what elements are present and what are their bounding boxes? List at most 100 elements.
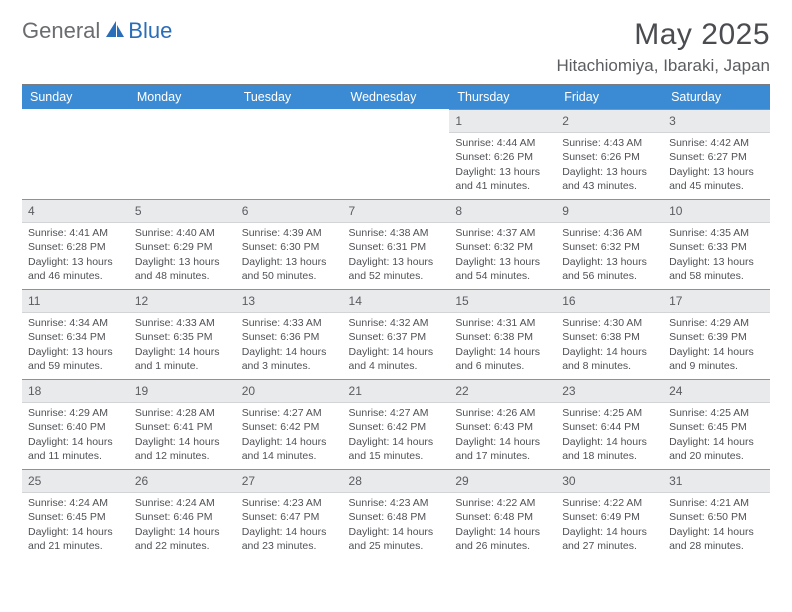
day-info-line: Sunset: 6:49 PM <box>562 510 657 524</box>
calendar-day-cell <box>343 109 450 199</box>
day-info-line: Sunrise: 4:33 AM <box>135 316 230 330</box>
day-info-line: and 41 minutes. <box>455 179 550 193</box>
day-info-line: Sunrise: 4:41 AM <box>28 226 123 240</box>
calendar-day-cell: 29Sunrise: 4:22 AMSunset: 6:48 PMDayligh… <box>449 469 556 559</box>
calendar-day-cell: 8Sunrise: 4:37 AMSunset: 6:32 PMDaylight… <box>449 199 556 289</box>
day-number: 25 <box>22 469 129 493</box>
weekday-header: Thursday <box>449 85 556 109</box>
day-number: 27 <box>236 469 343 493</box>
day-info-line: Sunrise: 4:35 AM <box>669 226 764 240</box>
day-info-line: Daylight: 14 hours <box>242 525 337 539</box>
day-info-line: Sunset: 6:50 PM <box>669 510 764 524</box>
day-info-line: Daylight: 14 hours <box>135 345 230 359</box>
day-info-line: Sunset: 6:45 PM <box>28 510 123 524</box>
day-info-line: Daylight: 14 hours <box>349 435 444 449</box>
day-info-line: Daylight: 14 hours <box>349 345 444 359</box>
day-info-line: Sunset: 6:35 PM <box>135 330 230 344</box>
day-content: Sunrise: 4:33 AMSunset: 6:35 PMDaylight:… <box>129 313 236 379</box>
location-text: Hitachiomiya, Ibaraki, Japan <box>556 56 770 76</box>
title-block: May 2025 Hitachiomiya, Ibaraki, Japan <box>556 18 770 76</box>
weekday-header-row: Sunday Monday Tuesday Wednesday Thursday… <box>22 85 770 109</box>
calendar-day-cell: 1Sunrise: 4:44 AMSunset: 6:26 PMDaylight… <box>449 109 556 199</box>
day-info-line: Sunset: 6:38 PM <box>562 330 657 344</box>
calendar-day-cell: 16 Sunrise: 4:30 AMSunset: 6:38 PMDayligh… <box>556 289 663 379</box>
calendar-week-row: 11Sunrise: 4:34 AMSunset: 6:34 PMDayligh… <box>22 289 770 379</box>
calendar-day-cell: 7Sunrise: 4:38 AMSunset: 6:31 PMDaylight… <box>343 199 450 289</box>
weekday-header: Wednesday <box>343 85 450 109</box>
day-info-line: and 11 minutes. <box>28 449 123 463</box>
day-content <box>22 115 129 124</box>
day-content: Sunrise: 4:42 AMSunset: 6:27 PMDaylight:… <box>663 133 770 199</box>
month-title: May 2025 <box>556 18 770 52</box>
day-info-line: Daylight: 13 hours <box>242 255 337 269</box>
day-info-line: Sunrise: 4:36 AM <box>562 226 657 240</box>
day-info-line: Sunrise: 4:24 AM <box>135 496 230 510</box>
day-info-line: Daylight: 14 hours <box>562 345 657 359</box>
day-info-line: and 25 minutes. <box>349 539 444 553</box>
weekday-header: Sunday <box>22 85 129 109</box>
day-info-line: and 52 minutes. <box>349 269 444 283</box>
day-number: 29 <box>449 469 556 493</box>
calendar-day-cell: 27Sunrise: 4:23 AMSunset: 6:47 PMDayligh… <box>236 469 343 559</box>
day-number: 22 <box>449 379 556 403</box>
day-info-line: and 18 minutes. <box>562 449 657 463</box>
day-info-line: and 23 minutes. <box>242 539 337 553</box>
day-info-line: Daylight: 14 hours <box>562 525 657 539</box>
calendar-day-cell: 13Sunrise: 4:33 AMSunset: 6:36 PMDayligh… <box>236 289 343 379</box>
day-info-line: Daylight: 14 hours <box>135 525 230 539</box>
calendar-day-cell <box>22 109 129 199</box>
day-content: Sunrise: 4:25 AMSunset: 6:44 PMDaylight:… <box>556 403 663 469</box>
day-number: 30 <box>556 469 663 493</box>
day-info-line: Sunrise: 4:25 AM <box>669 406 764 420</box>
day-info-line: Sunrise: 4:24 AM <box>28 496 123 510</box>
day-info-line: Sunrise: 4:30 AM <box>562 316 657 330</box>
day-info-line: Sunset: 6:30 PM <box>242 240 337 254</box>
day-info-line: Sunset: 6:31 PM <box>349 240 444 254</box>
day-info-line: Sunrise: 4:22 AM <box>455 496 550 510</box>
calendar-day-cell: 15Sunrise: 4:31 AMSunset: 6:38 PMDayligh… <box>449 289 556 379</box>
day-info-line: Sunset: 6:43 PM <box>455 420 550 434</box>
day-content: Sunrise: 4:31 AMSunset: 6:38 PMDaylight:… <box>449 313 556 379</box>
day-info-line: Sunset: 6:39 PM <box>669 330 764 344</box>
day-info-line: and 27 minutes. <box>562 539 657 553</box>
calendar-day-cell: 30Sunrise: 4:22 AMSunset: 6:49 PMDayligh… <box>556 469 663 559</box>
day-info-line: and 26 minutes. <box>455 539 550 553</box>
day-content: Sunrise: 4:22 AMSunset: 6:48 PMDaylight:… <box>449 493 556 559</box>
day-info-line: Daylight: 13 hours <box>669 255 764 269</box>
calendar-day-cell: 23Sunrise: 4:25 AMSunset: 6:44 PMDayligh… <box>556 379 663 469</box>
day-info-line: Sunrise: 4:29 AM <box>669 316 764 330</box>
day-info-line: and 15 minutes. <box>349 449 444 463</box>
day-info-line: Sunrise: 4:21 AM <box>669 496 764 510</box>
calendar-week-row: 1Sunrise: 4:44 AMSunset: 6:26 PMDaylight… <box>22 109 770 199</box>
header: General Blue May 2025 Hitachiomiya, Ibar… <box>22 18 770 76</box>
day-info-line: Sunrise: 4:23 AM <box>349 496 444 510</box>
day-info-line: and 3 minutes. <box>242 359 337 373</box>
day-number: 10 <box>663 199 770 223</box>
day-content: Sunrise: 4:29 AMSunset: 6:39 PMDaylight:… <box>663 313 770 379</box>
calendar-day-cell: 18Sunrise: 4:29 AMSunset: 6:40 PMDayligh… <box>22 379 129 469</box>
day-number: 31 <box>663 469 770 493</box>
day-info-line: Sunset: 6:45 PM <box>669 420 764 434</box>
calendar-day-cell: 17Sunrise: 4:29 AMSunset: 6:39 PMDayligh… <box>663 289 770 379</box>
day-info-line: Sunrise: 4:31 AM <box>455 316 550 330</box>
day-info-line: and 6 minutes. <box>455 359 550 373</box>
day-info-line: and 58 minutes. <box>669 269 764 283</box>
day-content: Sunrise: 4:44 AMSunset: 6:26 PMDaylight:… <box>449 133 556 199</box>
day-info-line: Sunrise: 4:44 AM <box>455 136 550 150</box>
day-info-line: Sunset: 6:33 PM <box>669 240 764 254</box>
day-info-line: Daylight: 13 hours <box>28 345 123 359</box>
day-number: 16 <box>556 289 663 313</box>
day-content: Sunrise: 4:25 AMSunset: 6:45 PMDaylight:… <box>663 403 770 469</box>
day-info-line: Sunset: 6:37 PM <box>349 330 444 344</box>
day-info-line: and 9 minutes. <box>669 359 764 373</box>
day-content: Sunrise: 4:29 AMSunset: 6:40 PMDaylight:… <box>22 403 129 469</box>
day-info-line: Sunrise: 4:26 AM <box>455 406 550 420</box>
day-content: Sunrise: 4:26 AMSunset: 6:43 PMDaylight:… <box>449 403 556 469</box>
day-number: 18 <box>22 379 129 403</box>
day-number: 1 <box>449 109 556 133</box>
calendar-day-cell: 20Sunrise: 4:27 AMSunset: 6:42 PMDayligh… <box>236 379 343 469</box>
day-content: Sunrise: 4:35 AMSunset: 6:33 PMDaylight:… <box>663 223 770 289</box>
day-info-line: Sunset: 6:48 PM <box>455 510 550 524</box>
day-number: 23 <box>556 379 663 403</box>
day-info-line: Daylight: 14 hours <box>455 525 550 539</box>
